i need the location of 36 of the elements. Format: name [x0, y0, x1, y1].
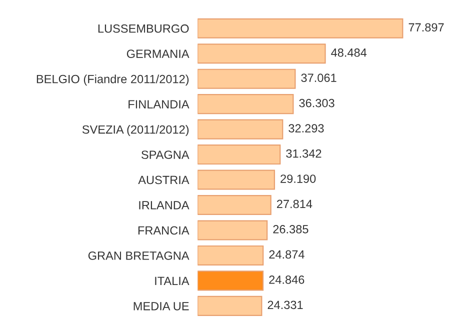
data-label: 26.385	[273, 225, 308, 234]
bar	[198, 68, 296, 89]
y-tick-label: SPAGNA	[141, 150, 190, 159]
y-tick-label: BELGIO (Fiandre 2011/2012)	[36, 74, 189, 86]
y-tick-label: ITALIA	[155, 276, 190, 285]
data-label: 24.331	[268, 300, 303, 310]
data-label: 36.303	[299, 98, 334, 108]
bar	[198, 270, 264, 291]
y-tick-label: SVEZIA (2011/2012)	[82, 125, 189, 136]
y-tick-label: LUSSEMBURGO	[98, 24, 189, 33]
y-tick-label: AUSTRIA	[138, 176, 190, 184]
data-label: 29.190	[280, 174, 316, 183]
bar	[198, 245, 264, 266]
bar	[198, 144, 281, 165]
bar	[198, 194, 272, 216]
bar	[198, 18, 404, 38]
bar	[198, 44, 326, 64]
bar	[198, 220, 268, 240]
bar	[198, 94, 294, 114]
y-tick-label: GRAN BRETAGNA	[88, 252, 190, 260]
data-label: 37.061	[301, 74, 336, 82]
data-label: 48.484	[331, 48, 367, 57]
data-label: 24.874	[269, 250, 304, 259]
data-label: 27.814	[276, 200, 312, 208]
y-tick-label: MEDIA UE	[134, 302, 189, 310]
bar	[198, 119, 284, 140]
bar	[198, 296, 262, 316]
y-tick-label: IRLANDA	[139, 201, 190, 210]
y-tick-label: FINLANDIA	[128, 100, 190, 108]
y-tick-label: GERMANIA	[126, 50, 190, 58]
y-tick-label: FRANCIA	[138, 226, 190, 235]
bar	[198, 170, 276, 190]
data-label: 31.342	[286, 149, 322, 158]
data-label: 24.846	[269, 276, 304, 284]
data-label: 77.897	[408, 23, 444, 32]
data-label: 32.293	[288, 124, 324, 132]
